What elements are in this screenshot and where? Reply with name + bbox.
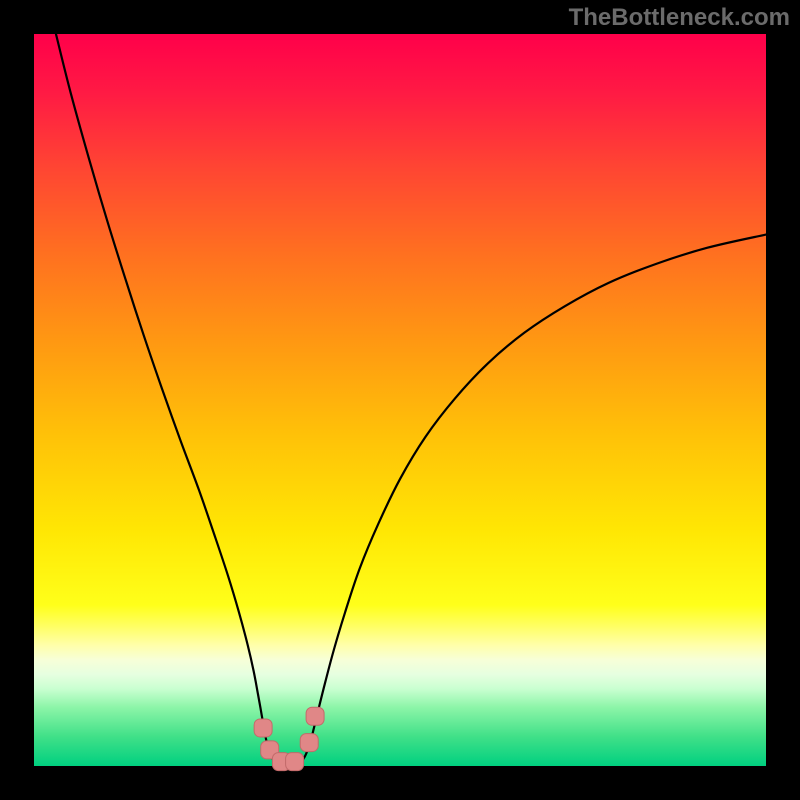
data-point-5 [306,707,324,725]
data-point-3 [286,753,304,771]
gradient-background [34,34,766,766]
data-point-0 [254,719,272,737]
watermark-text: TheBottleneck.com [569,4,790,32]
data-point-4 [300,734,318,752]
chart-svg [0,0,800,800]
